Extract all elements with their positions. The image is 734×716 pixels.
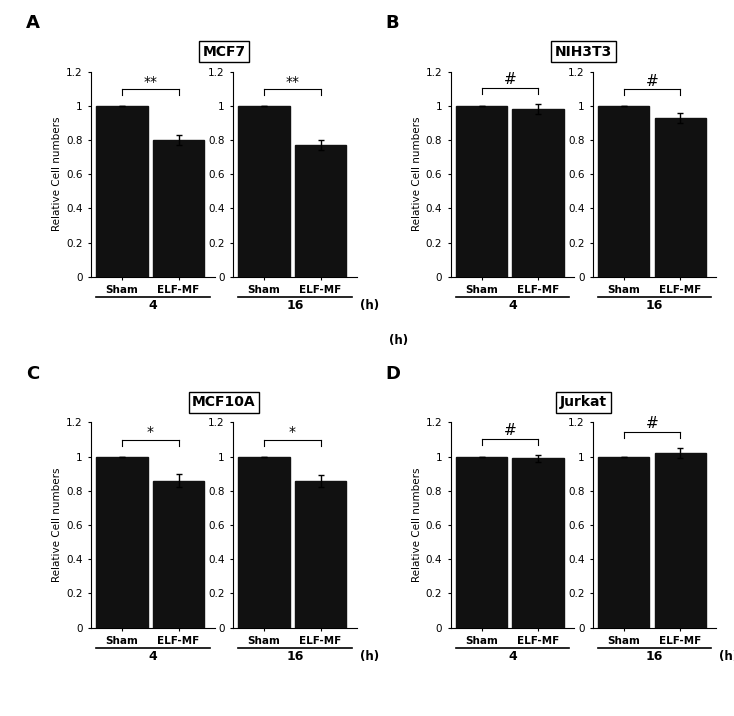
Text: (h): (h)	[360, 299, 379, 312]
Text: (h): (h)	[719, 650, 734, 663]
Text: MCF7: MCF7	[203, 44, 245, 59]
Bar	[239, 457, 290, 628]
Text: C: C	[26, 365, 39, 383]
Text: *: *	[147, 425, 153, 440]
Bar	[456, 106, 507, 277]
Bar	[239, 106, 290, 277]
Bar	[512, 109, 564, 277]
Text: #: #	[504, 72, 516, 87]
Text: 16: 16	[286, 299, 304, 312]
Y-axis label: Relative Cell numbers: Relative Cell numbers	[412, 117, 421, 231]
Text: **: **	[143, 74, 157, 89]
Y-axis label: Relative Cell numbers: Relative Cell numbers	[412, 468, 421, 582]
Text: NIH3T3: NIH3T3	[555, 44, 612, 59]
Bar	[655, 453, 706, 628]
Bar	[512, 458, 564, 628]
Bar	[456, 457, 507, 628]
Bar	[153, 480, 204, 628]
Text: #: #	[646, 416, 658, 431]
Bar	[598, 457, 650, 628]
Text: (h): (h)	[360, 650, 379, 663]
Text: 4: 4	[508, 299, 517, 312]
Text: **: **	[286, 74, 299, 89]
Bar	[295, 145, 346, 277]
Text: #: #	[646, 74, 658, 89]
Bar	[153, 140, 204, 277]
Text: #: #	[504, 422, 516, 437]
Text: B: B	[385, 14, 399, 32]
Text: 4: 4	[148, 299, 157, 312]
Bar	[598, 106, 650, 277]
Text: *: *	[288, 425, 296, 440]
Text: 4: 4	[148, 650, 157, 663]
Bar	[96, 457, 148, 628]
Bar	[655, 117, 706, 277]
Text: 4: 4	[508, 650, 517, 663]
Text: A: A	[26, 14, 40, 32]
Text: MCF10A: MCF10A	[192, 395, 255, 410]
Text: D: D	[385, 365, 400, 383]
Text: 16: 16	[646, 299, 664, 312]
Text: 16: 16	[646, 650, 664, 663]
Y-axis label: Relative Cell numbers: Relative Cell numbers	[52, 468, 62, 582]
Y-axis label: Relative Cell numbers: Relative Cell numbers	[52, 117, 62, 231]
Text: Jurkat: Jurkat	[560, 395, 607, 410]
Text: (h): (h)	[388, 334, 407, 347]
Bar	[295, 480, 346, 628]
Bar	[96, 106, 148, 277]
Text: 16: 16	[286, 650, 304, 663]
